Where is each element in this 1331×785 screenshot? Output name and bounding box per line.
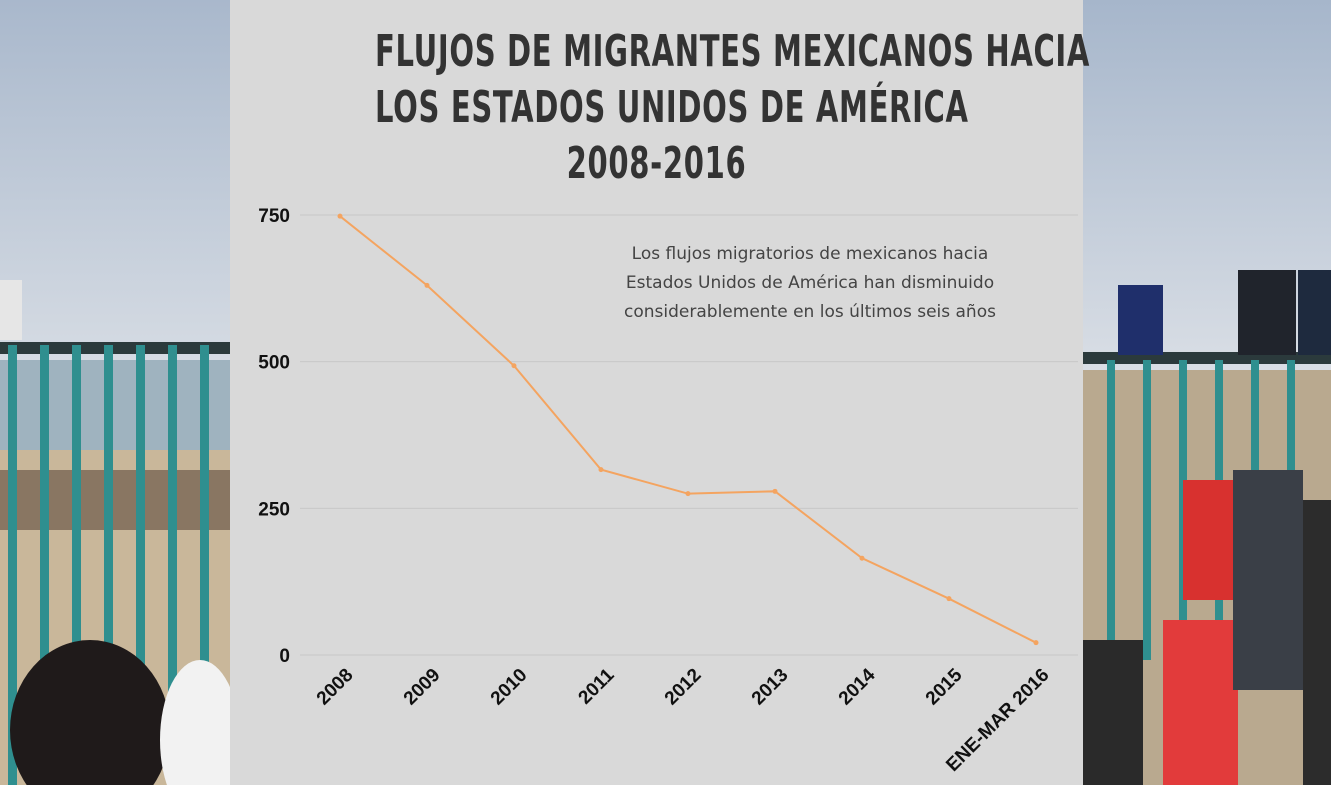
data-point-8	[1033, 640, 1039, 646]
title-line-3: 2008-2016	[566, 138, 747, 189]
y-tick-label-0: 0	[279, 646, 290, 667]
data-point-4	[685, 491, 691, 497]
data-point-1	[424, 282, 430, 288]
x-tick-label-3: 2011	[575, 664, 619, 708]
data-point-6	[859, 555, 865, 561]
y-tick-label-500: 500	[258, 353, 290, 374]
annotation-line-1: Los flujos migratorios de mexicanos haci…	[631, 244, 989, 264]
background-photo-right	[1083, 0, 1331, 785]
data-point-7	[946, 596, 952, 602]
annotation-line-3: considerablemente en los últimos seis añ…	[624, 302, 996, 322]
annotation-line-2: Estados Unidos de América han disminuido	[625, 273, 995, 293]
data-point-3	[598, 467, 604, 473]
title-line-2: LOS ESTADOS UNIDOS DE AMÉRICA	[375, 82, 969, 133]
y-tick-label-250: 250	[258, 499, 290, 520]
data-point-2	[511, 363, 517, 369]
x-tick-label-7: 2015	[922, 664, 967, 709]
x-tick-label-2: 2010	[487, 665, 532, 710]
data-point-0	[337, 213, 343, 219]
y-tick-label-750: 750	[258, 206, 290, 227]
chart-annotation: Los flujos migratorios de mexicanos haci…	[570, 240, 1050, 327]
background-photo-left	[0, 0, 230, 785]
line-chart: 0 250 500 750 2008 2009 2010 2011 2012 2013 2014 20…	[258, 206, 1078, 776]
x-tick-label-4: 2012	[661, 665, 706, 710]
x-tick-label-1: 2009	[400, 665, 445, 710]
x-tick-label-0: 2008	[313, 665, 358, 710]
data-point-5	[772, 488, 778, 494]
x-tick-label-5: 2013	[748, 665, 793, 710]
x-tick-label-6: 2014	[835, 664, 880, 709]
chart-panel: FLUJOS DE MIGRANTES MEXICANOS HACIA LOS …	[230, 0, 1089, 785]
